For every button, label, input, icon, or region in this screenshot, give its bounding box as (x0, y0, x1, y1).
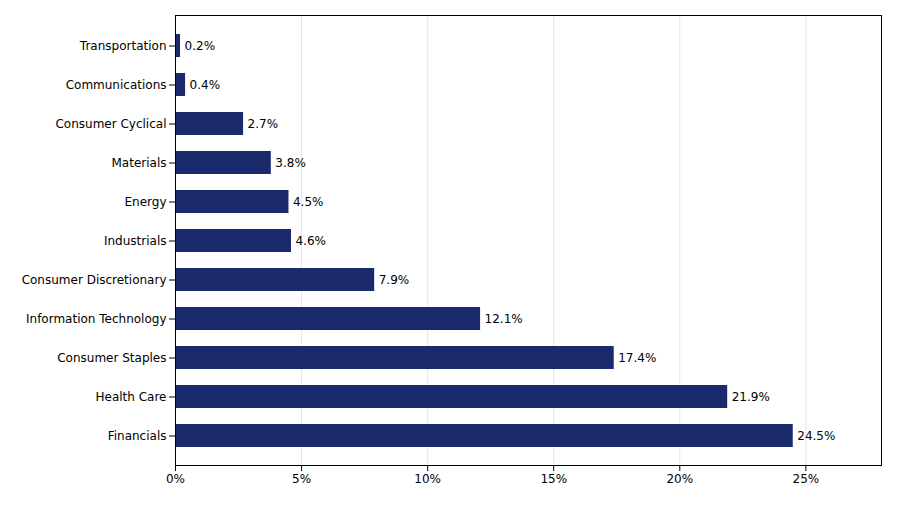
svg-text:Materials: Materials (111, 156, 166, 170)
svg-text:3.8%: 3.8% (275, 156, 306, 170)
svg-text:Transportation: Transportation (79, 39, 167, 53)
svg-text:Consumer Discretionary: Consumer Discretionary (22, 273, 167, 287)
svg-text:25%: 25% (793, 472, 820, 486)
svg-text:7.9%: 7.9% (379, 273, 410, 287)
svg-text:Consumer Staples: Consumer Staples (57, 351, 166, 365)
svg-text:0%: 0% (166, 472, 185, 486)
svg-text:17.4%: 17.4% (618, 351, 656, 365)
svg-text:10%: 10% (414, 472, 441, 486)
svg-text:Information Technology: Information Technology (26, 312, 167, 326)
svg-text:Communications: Communications (66, 78, 167, 92)
svg-text:0.4%: 0.4% (190, 78, 221, 92)
svg-text:4.6%: 4.6% (295, 234, 326, 248)
svg-text:Industrials: Industrials (104, 234, 167, 248)
svg-text:0.2%: 0.2% (185, 39, 216, 53)
svg-text:21.9%: 21.9% (732, 390, 770, 404)
svg-text:Financials: Financials (108, 429, 167, 443)
svg-text:12.1%: 12.1% (485, 312, 523, 326)
svg-text:Health Care: Health Care (95, 390, 166, 404)
svg-text:20%: 20% (666, 472, 693, 486)
svg-text:15%: 15% (540, 472, 567, 486)
svg-text:Energy: Energy (124, 195, 166, 209)
svg-text:24.5%: 24.5% (797, 429, 835, 443)
svg-text:5%: 5% (292, 472, 311, 486)
svg-text:Consumer Cyclical: Consumer Cyclical (55, 117, 166, 131)
svg-text:2.7%: 2.7% (248, 117, 278, 131)
svg-text:4.5%: 4.5% (293, 195, 324, 209)
